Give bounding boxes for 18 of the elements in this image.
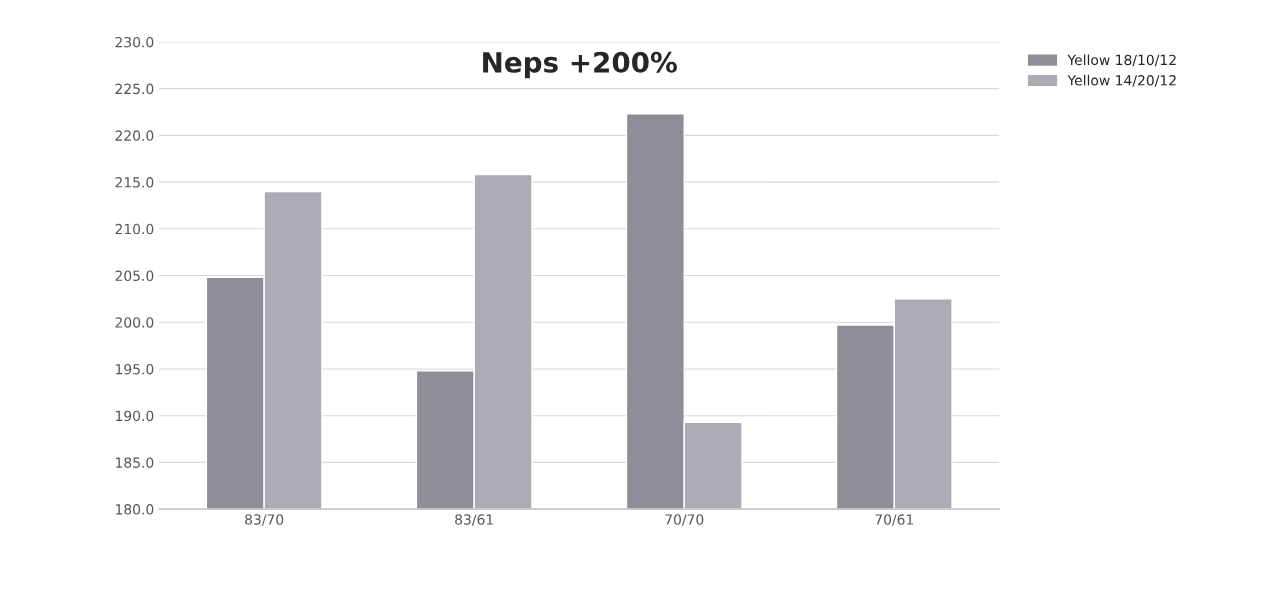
y-tick-label: 230.0 [115, 36, 154, 48]
x-tick-label: 70/70 [665, 514, 704, 526]
y-tick-label: 215.0 [115, 177, 154, 188]
y-tick-label: 225.0 [115, 83, 154, 95]
y-tick-label: 190.0 [116, 410, 154, 422]
chart-title: Neps +200% [483, 51, 677, 79]
y-tick-label: 205.0 [115, 270, 154, 282]
y-tick-label: 210.0 [115, 223, 154, 235]
y-tick-label: 200.0 [115, 317, 154, 328]
y-tick-label: 195.0 [116, 363, 154, 375]
y-tick-label: 185.0 [116, 457, 154, 468]
y-tick-label: 180.0 [116, 504, 154, 515]
y-tick-label: 220.0 [115, 130, 154, 141]
x-tick-label: 70/61 [875, 514, 914, 526]
x-tick-label: 83/70 [245, 514, 284, 526]
legend-label: Yellow 14/20/12 [1067, 74, 1176, 87]
legend-label: Yellow 18/10/12 [1067, 54, 1176, 67]
x-tick-label: 83/61 [455, 514, 493, 526]
